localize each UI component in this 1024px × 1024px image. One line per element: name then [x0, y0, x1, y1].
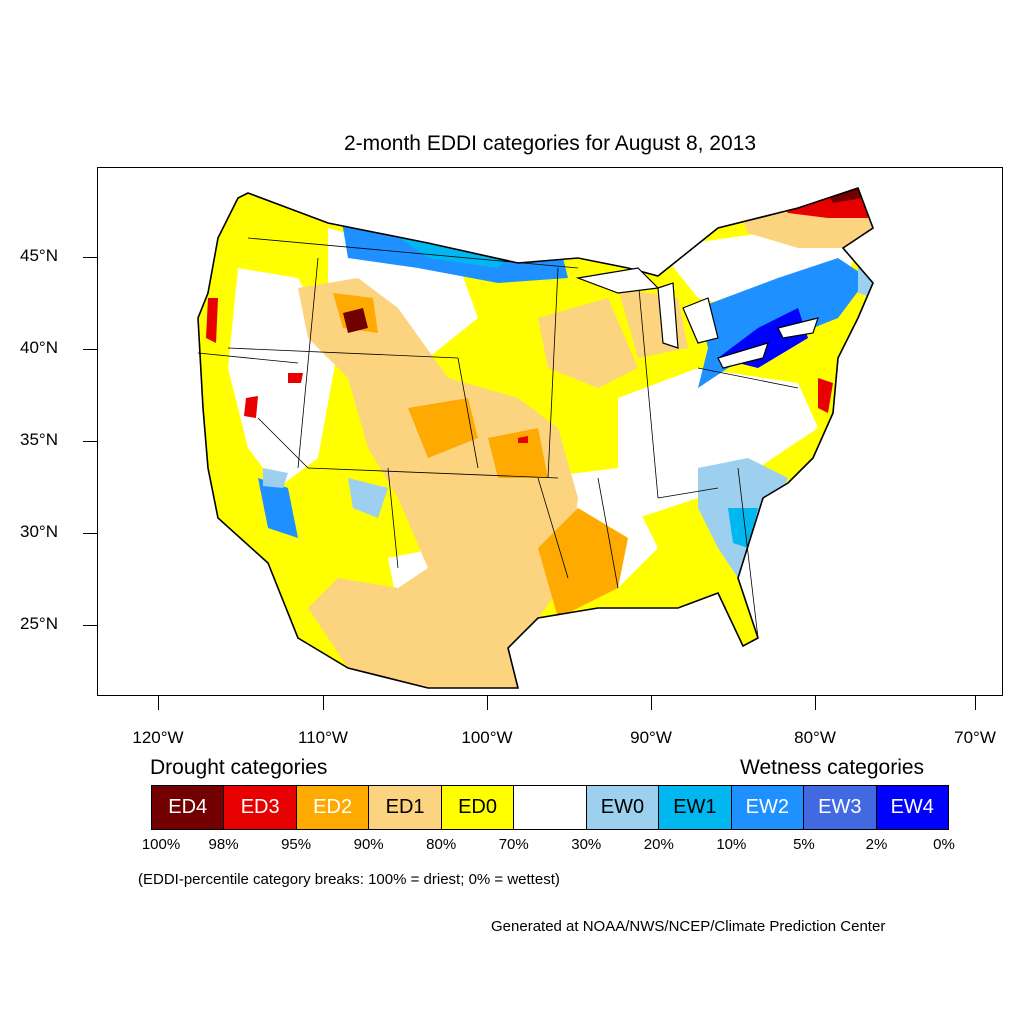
percentile-label: 10%: [716, 836, 747, 853]
lat-tick: [83, 625, 97, 627]
category-legend: ED4 ED3 ED2 ED1 ED0 EW0 EW1 EW2 EW3 EW4: [151, 785, 949, 830]
legend-cell-ew2: EW2: [731, 786, 805, 829]
lat-label-25: 25°N: [20, 614, 58, 633]
drought-categories-heading: Drought categories: [150, 756, 328, 779]
percentile-label: 80%: [426, 836, 457, 853]
lon-tick: [487, 696, 489, 710]
lat-tick: [83, 533, 97, 535]
lon-tick: [651, 696, 653, 710]
percentile-label: 0%: [933, 836, 955, 853]
legend-cell-ed3: ED3: [224, 786, 297, 829]
legend-cell-ed2: ED2: [296, 786, 370, 829]
lon-tick: [975, 696, 977, 710]
lat-tick: [83, 349, 97, 351]
legend-cell-ew4: EW4: [876, 786, 948, 829]
percentile-label: 5%: [793, 836, 815, 853]
lon-label-70: 70°W: [954, 728, 996, 747]
percentile-label: 95%: [281, 836, 312, 853]
percentile-label: 30%: [571, 836, 602, 853]
lat-label-45: 45°N: [20, 246, 58, 265]
legend-cell-ed0: ED0: [441, 786, 515, 829]
lon-label-110: 110°W: [298, 728, 348, 747]
lon-label-80: 80°W: [794, 728, 836, 747]
credit-line: Generated at NOAA/NWS/NCEP/Climate Predi…: [491, 918, 886, 935]
percentile-label: 20%: [643, 836, 674, 853]
percentile-label: 70%: [498, 836, 529, 853]
eddi-map-canvas: [197, 186, 874, 689]
lat-label-40: 40°N: [20, 338, 58, 357]
legend-cell-ed1: ED1: [369, 786, 442, 829]
lon-label-100: 100°W: [461, 728, 513, 747]
category-note: (EDDI-percentile category breaks: 100% =…: [138, 871, 560, 888]
percentile-label: 2%: [865, 836, 888, 853]
percentile-label: 90%: [353, 836, 384, 853]
lat-tick: [83, 257, 97, 259]
lat-tick: [83, 441, 97, 443]
lon-tick: [323, 696, 325, 710]
lon-label-90: 90°W: [630, 728, 672, 747]
percentile-label: 100%: [141, 836, 181, 853]
wetness-categories-heading: Wetness categories: [740, 756, 925, 779]
lat-label-30: 30°N: [20, 522, 58, 541]
lon-tick: [158, 696, 160, 710]
lat-label-35: 35°N: [20, 430, 58, 449]
legend-cell-ew1: EW1: [659, 786, 732, 829]
lon-tick: [815, 696, 817, 710]
legend-cell-ed4: ED4: [152, 786, 225, 829]
legend-cell-ew0: EW0: [586, 786, 660, 829]
map-title: 2-month EDDI categories for August 8, 20…: [343, 132, 757, 155]
percentile-label: 98%: [208, 836, 239, 853]
eddi-map: [97, 167, 1003, 696]
legend-cell-ew3: EW3: [804, 786, 877, 829]
legend-cell-neutral: [514, 786, 587, 829]
lon-label-120: 120°W: [132, 728, 184, 747]
